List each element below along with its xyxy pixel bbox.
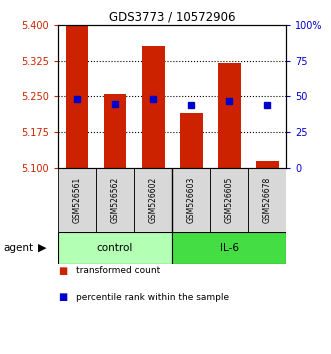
Title: GDS3773 / 10572906: GDS3773 / 10572906 [109, 11, 235, 24]
Bar [58, 168, 96, 232]
Bar [142, 46, 165, 168]
Bar [210, 168, 248, 232]
Text: GSM526602: GSM526602 [149, 177, 158, 223]
Bar [58, 232, 172, 264]
Text: GSM526562: GSM526562 [111, 177, 119, 223]
Text: ▶: ▶ [38, 243, 47, 253]
Text: GSM526603: GSM526603 [187, 177, 196, 223]
Bar [134, 168, 172, 232]
Text: control: control [97, 243, 133, 253]
Bar [104, 94, 126, 168]
Bar [96, 168, 134, 232]
Bar [180, 113, 203, 168]
Text: GSM526605: GSM526605 [225, 177, 234, 223]
Bar [256, 161, 279, 168]
Text: GSM526678: GSM526678 [263, 177, 272, 223]
Text: transformed count: transformed count [76, 266, 161, 275]
Text: IL-6: IL-6 [220, 243, 239, 253]
Bar [172, 168, 210, 232]
Bar [248, 168, 286, 232]
Text: ■: ■ [58, 266, 67, 276]
Bar [66, 25, 88, 168]
Bar [172, 232, 286, 264]
Text: ■: ■ [58, 292, 67, 302]
Bar [218, 63, 241, 168]
Text: percentile rank within the sample: percentile rank within the sample [76, 293, 229, 302]
Text: GSM526561: GSM526561 [72, 177, 81, 223]
Text: agent: agent [3, 243, 33, 253]
